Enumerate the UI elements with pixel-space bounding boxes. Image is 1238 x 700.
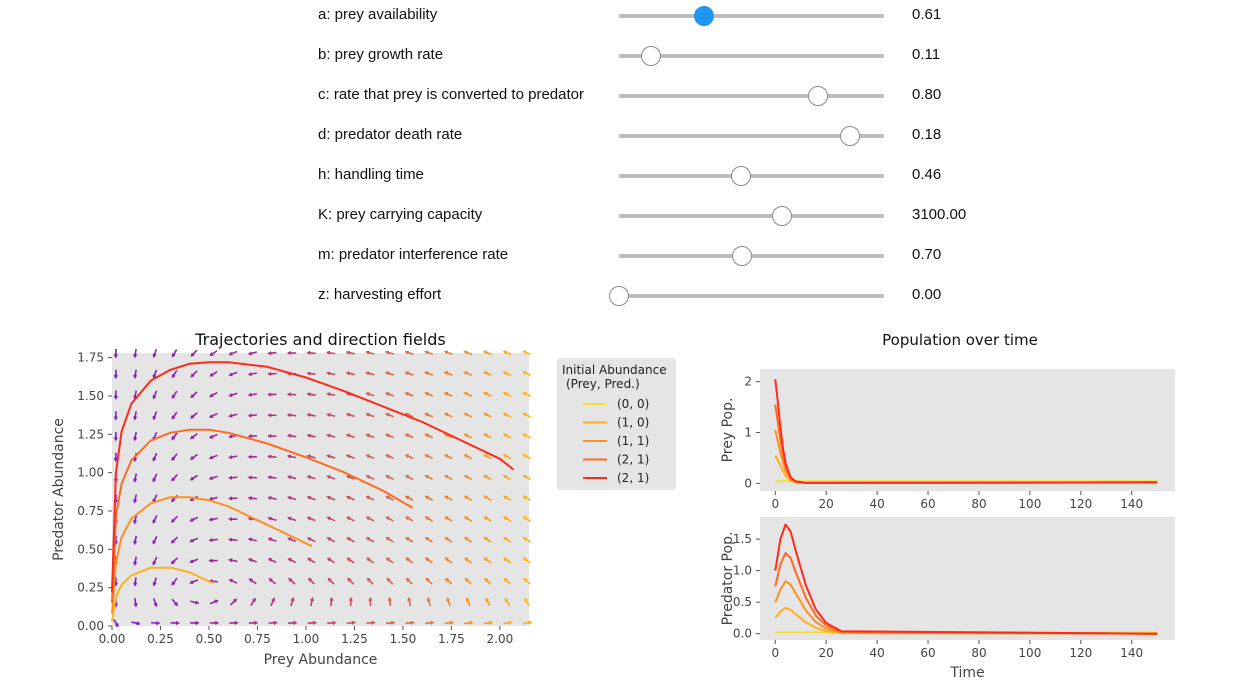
legend-title: Initial Abundance (562, 363, 667, 377)
x-tick-label: 1.50 (390, 632, 417, 646)
slider-label: z: harvesting effort (318, 286, 441, 303)
legend-entry: (1, 1) (617, 434, 649, 448)
slider-label: a: prey availability (318, 6, 437, 23)
slider-value: 0.61 (912, 6, 972, 23)
slider-value: 3100.00 (912, 206, 972, 223)
x-tick-label: 60 (920, 497, 935, 511)
x-tick-label: 20 (819, 646, 834, 660)
slider-label: K: prey carrying capacity (318, 206, 482, 223)
slider-row: a: prey availability 0.61 (318, 0, 1018, 40)
y-tick-label: 0.75 (77, 504, 104, 518)
legend-entry: (0, 0) (617, 397, 649, 411)
slider-handle[interactable] (772, 206, 792, 226)
y-tick-label: 0 (744, 476, 752, 490)
x-tick-label: 0 (771, 646, 779, 660)
x-tick-label: 1.00 (293, 632, 320, 646)
slider-handle[interactable] (808, 86, 828, 106)
slider-handle[interactable] (840, 126, 860, 146)
legend-subtitle: (Prey, Pred.) (566, 377, 640, 391)
x-tick-label: 140 (1120, 497, 1143, 511)
plot-background (760, 369, 1175, 491)
slider-handle[interactable] (609, 286, 629, 306)
x-tick-label: 40 (869, 497, 884, 511)
slider-handle[interactable] (694, 6, 714, 26)
x-tick-label: 0.25 (147, 632, 174, 646)
slider-value: 0.70 (912, 246, 972, 263)
legend-entry: (2, 1) (617, 471, 649, 485)
y-axis-label: Prey Pop. (720, 398, 736, 463)
y-tick-label: 0.00 (77, 619, 104, 633)
x-tick-label: 0.75 (244, 632, 271, 646)
slider-value: 0.11 (912, 46, 972, 63)
slider-value: 0.18 (912, 126, 972, 143)
x-tick-label: 40 (869, 646, 884, 660)
x-tick-label: 0 (771, 497, 779, 511)
slider-row: K: prey carrying capacity 3100.00 (318, 200, 1018, 240)
slider-track[interactable] (619, 94, 884, 98)
slider-row: z: harvesting effort 0.00 (318, 280, 1018, 320)
slider-label: c: rate that prey is converted to predat… (318, 86, 584, 103)
slider-value: 0.00 (912, 286, 972, 303)
slider-row: c: rate that prey is converted to predat… (318, 80, 1018, 120)
x-tick-label: 1.25 (341, 632, 368, 646)
y-tick-label: 1.25 (77, 427, 104, 441)
x-tick-label: 100 (1018, 646, 1041, 660)
y-tick-label: 2 (744, 375, 752, 389)
y-axis-label: Predator Abundance (51, 418, 67, 561)
y-tick-label: 0.25 (77, 581, 104, 595)
x-tick-label: 1.75 (438, 632, 465, 646)
chart-title: Population over time (882, 331, 1038, 349)
x-tick-label: 20 (819, 497, 834, 511)
slider-track[interactable] (619, 174, 884, 178)
x-tick-label: 2.00 (487, 632, 514, 646)
x-tick-label: 100 (1018, 497, 1041, 511)
y-tick-label: 1.75 (77, 351, 104, 365)
legend-entry: (2, 1) (617, 453, 649, 467)
y-tick-label: 0.0 (733, 627, 752, 641)
slider-track[interactable] (619, 294, 884, 298)
x-tick-label: 120 (1069, 646, 1092, 660)
slider-handle[interactable] (731, 166, 751, 186)
slider-label: b: prey growth rate (318, 46, 443, 63)
slider-value: 0.80 (912, 86, 972, 103)
slider-handle[interactable] (732, 246, 752, 266)
slider-handle[interactable] (641, 46, 661, 66)
y-tick-label: 0.50 (77, 542, 104, 556)
slider-label: h: handling time (318, 166, 424, 183)
x-axis-label: Prey Abundance (264, 652, 378, 668)
x-tick-label: 80 (971, 646, 986, 660)
y-tick-label: 1 (744, 426, 752, 440)
x-tick-label: 80 (971, 497, 986, 511)
phase-plot: 0.00 0.25 0.50 0.75 1.00 1.25 1.50 1.75 2.00 0.00… (0, 325, 700, 685)
x-tick-label: 0.50 (196, 632, 223, 646)
chart-title: Trajectories and direction fields (194, 330, 446, 349)
slider-row: d: predator death rate 0.18 (318, 120, 1018, 160)
x-tick-label: 140 (1120, 646, 1143, 660)
y-tick-label: 1.50 (77, 389, 104, 403)
slider-value: 0.46 (912, 166, 972, 183)
y-tick-label: 1.00 (77, 466, 104, 480)
x-tick-label: 60 (920, 646, 935, 660)
x-tick-label: 0.00 (99, 632, 126, 646)
slider-track[interactable] (619, 214, 884, 218)
legend-entry: (1, 0) (617, 416, 649, 430)
x-tick-label: 120 (1069, 497, 1092, 511)
slider-row: m: predator interference rate 0.70 (318, 240, 1018, 280)
slider-row: h: handling time 0.46 (318, 160, 1018, 200)
slider-row: b: prey growth rate 0.11 (318, 40, 1018, 80)
y-axis-label: Predator Pop. (720, 532, 736, 626)
slider-track[interactable] (619, 14, 884, 18)
slider-label: m: predator interference rate (318, 246, 508, 263)
slider-label: d: predator death rate (318, 126, 462, 143)
x-axis-label: Time (949, 665, 984, 681)
